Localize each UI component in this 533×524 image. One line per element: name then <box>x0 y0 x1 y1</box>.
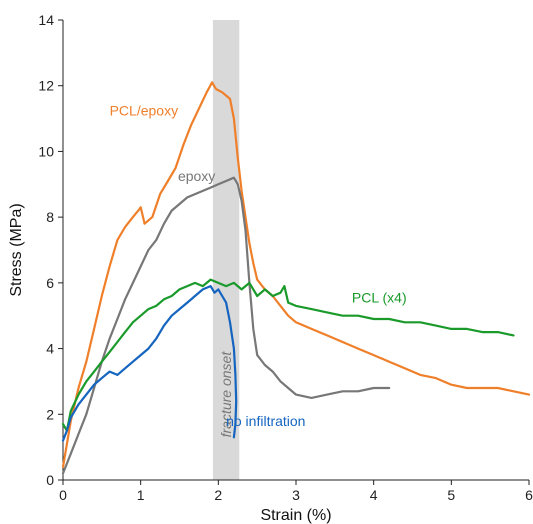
x-tick-label: 2 <box>214 487 222 503</box>
series-label-epoxy: epoxy <box>178 168 215 184</box>
x-tick-label: 6 <box>525 487 533 503</box>
series-line-pcl-epoxy <box>61 81 531 468</box>
y-tick-label: 12 <box>38 78 54 94</box>
x-tick-label: 4 <box>370 487 378 503</box>
y-tick-label: 0 <box>46 472 54 488</box>
x-tick-label: 5 <box>447 487 455 503</box>
series-label-pcl-x4: PCL (x4) <box>352 290 407 306</box>
series-layer <box>61 81 531 475</box>
x-tick-label: 1 <box>137 487 145 503</box>
series-line-no-infiltration <box>61 285 238 442</box>
series-line-pcl-x4 <box>61 278 515 432</box>
x-tick-label: 3 <box>292 487 300 503</box>
x-axis-title: Strain (%) <box>260 507 331 524</box>
y-tick-label: 2 <box>46 406 54 422</box>
y-tick-label: 6 <box>46 275 54 291</box>
series-label-no-infiltration: no infiltration <box>226 413 305 429</box>
y-tick-label: 14 <box>38 12 54 28</box>
y-tick-label: 8 <box>46 209 54 225</box>
series-label-pcl-epoxy: PCL/epoxy <box>110 102 178 118</box>
series-line-epoxy <box>61 176 391 475</box>
y-tick-label: 4 <box>46 341 54 357</box>
fracture-onset-label: fracture onset <box>218 351 234 438</box>
y-tick-label: 10 <box>38 143 54 159</box>
series-labels-layer: PCL/epoxy epoxy PCL (x4) no infiltration <box>110 102 407 429</box>
y-axis-title: Stress (MPa) <box>8 203 25 296</box>
axes-layer <box>62 20 529 481</box>
x-tick-label: 0 <box>59 487 67 503</box>
